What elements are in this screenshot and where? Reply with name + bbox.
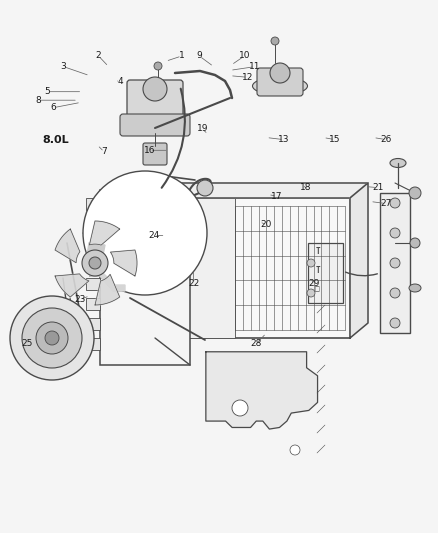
Text: 18: 18 [300,183,311,192]
Circle shape [271,37,279,45]
Polygon shape [89,221,120,245]
Circle shape [45,331,59,345]
Text: 1: 1 [179,52,185,60]
Circle shape [390,198,400,208]
Polygon shape [95,274,120,305]
Text: 3: 3 [60,62,67,71]
Circle shape [197,180,213,196]
Bar [86,298,100,310]
Text: 12: 12 [242,73,253,82]
Text: 16: 16 [144,146,155,155]
Polygon shape [90,273,125,291]
Text: 13: 13 [278,135,290,144]
Circle shape [154,62,162,70]
Bar [86,338,100,350]
Bar [100,190,190,365]
Circle shape [307,259,315,267]
Text: T: T [316,247,321,256]
Ellipse shape [409,284,421,292]
Bar [86,258,100,270]
FancyBboxPatch shape [127,80,183,122]
Bar [86,238,100,250]
Text: 4: 4 [118,77,123,85]
Text: 8.0L: 8.0L [43,135,69,144]
Polygon shape [55,274,89,297]
Circle shape [36,322,68,354]
Text: 10: 10 [239,52,250,60]
Bar [308,243,343,303]
Circle shape [390,228,400,238]
Text: 2: 2 [96,52,101,60]
Circle shape [89,257,101,269]
Text: 5: 5 [44,87,50,96]
Text: 15: 15 [329,135,341,144]
Text: 22: 22 [188,279,199,288]
Bar [86,278,100,290]
Polygon shape [55,229,80,263]
Text: 11: 11 [249,62,261,71]
Text: 9: 9 [196,52,202,60]
Polygon shape [110,250,137,276]
Circle shape [270,63,290,83]
Circle shape [307,289,315,297]
Circle shape [409,187,421,199]
Text: 29: 29 [309,279,320,288]
FancyBboxPatch shape [257,68,303,96]
Ellipse shape [252,77,307,95]
Circle shape [22,308,82,368]
Polygon shape [87,243,105,255]
Bar [86,318,100,330]
Text: 23: 23 [74,295,85,304]
Polygon shape [206,352,318,429]
Text: 26: 26 [381,135,392,144]
FancyBboxPatch shape [143,143,167,165]
Circle shape [390,258,400,268]
Bar [86,218,100,230]
Text: 17: 17 [271,192,283,200]
Circle shape [10,296,94,380]
Text: 19: 19 [197,125,208,133]
Circle shape [390,318,400,328]
Bar [198,186,212,198]
Circle shape [232,400,248,416]
Bar [155,198,235,338]
Polygon shape [155,183,368,198]
Text: 27: 27 [381,199,392,208]
Circle shape [143,77,167,101]
Text: 8: 8 [35,96,42,104]
Circle shape [410,238,420,248]
Bar [86,198,100,210]
Text: 20: 20 [261,221,272,229]
Text: 6: 6 [50,103,57,112]
Text: 28: 28 [251,340,262,348]
Circle shape [290,445,300,455]
FancyBboxPatch shape [120,114,190,136]
Circle shape [390,288,400,298]
Circle shape [83,171,207,295]
Text: 21: 21 [372,183,383,192]
Text: □: □ [315,284,320,293]
Text: 7: 7 [101,148,107,156]
Ellipse shape [390,158,406,167]
Polygon shape [350,183,368,338]
Circle shape [82,250,108,276]
Text: 25: 25 [21,340,33,348]
Bar [380,193,410,333]
Text: 24: 24 [148,231,160,240]
Bar [155,198,350,338]
Text: T: T [316,266,321,275]
